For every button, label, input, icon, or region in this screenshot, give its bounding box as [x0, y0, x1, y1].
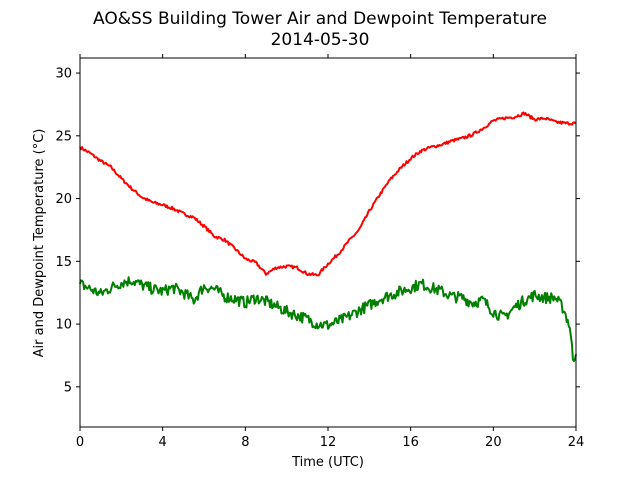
x-axis-label: Time (UTC): [291, 455, 364, 470]
air-temperature-line: [79, 111, 577, 277]
x-tick-label: 8: [241, 435, 249, 450]
y-tick-label: 15: [55, 255, 72, 270]
chart-subtitle: 2014-05-30: [271, 30, 370, 50]
y-tick-label: 30: [55, 67, 72, 82]
y-axis-label: Air and Dewpoint Temperature (°C): [32, 129, 47, 358]
x-tick-label: 24: [568, 435, 585, 450]
y-tick-label: 25: [55, 129, 72, 144]
y-tick-label: 5: [64, 380, 72, 395]
y-tick-label: 20: [55, 192, 72, 207]
x-tick-label: 0: [76, 435, 84, 450]
x-tick-label: 20: [485, 435, 502, 450]
chart-title: AO&SS Building Tower Air and Dewpoint Te…: [93, 9, 547, 29]
dewpoint-temperature-line: [79, 276, 577, 363]
axis-ticks: 0 4 8 12 16 20 24 5 10 15 20 25 30: [55, 54, 584, 450]
plot-area: [79, 111, 577, 363]
x-tick-label: 16: [402, 435, 419, 450]
y-tick-label: 10: [55, 318, 72, 333]
x-tick-label: 4: [159, 435, 167, 450]
x-tick-label: 12: [320, 435, 337, 450]
plot-frame: [79, 57, 577, 428]
